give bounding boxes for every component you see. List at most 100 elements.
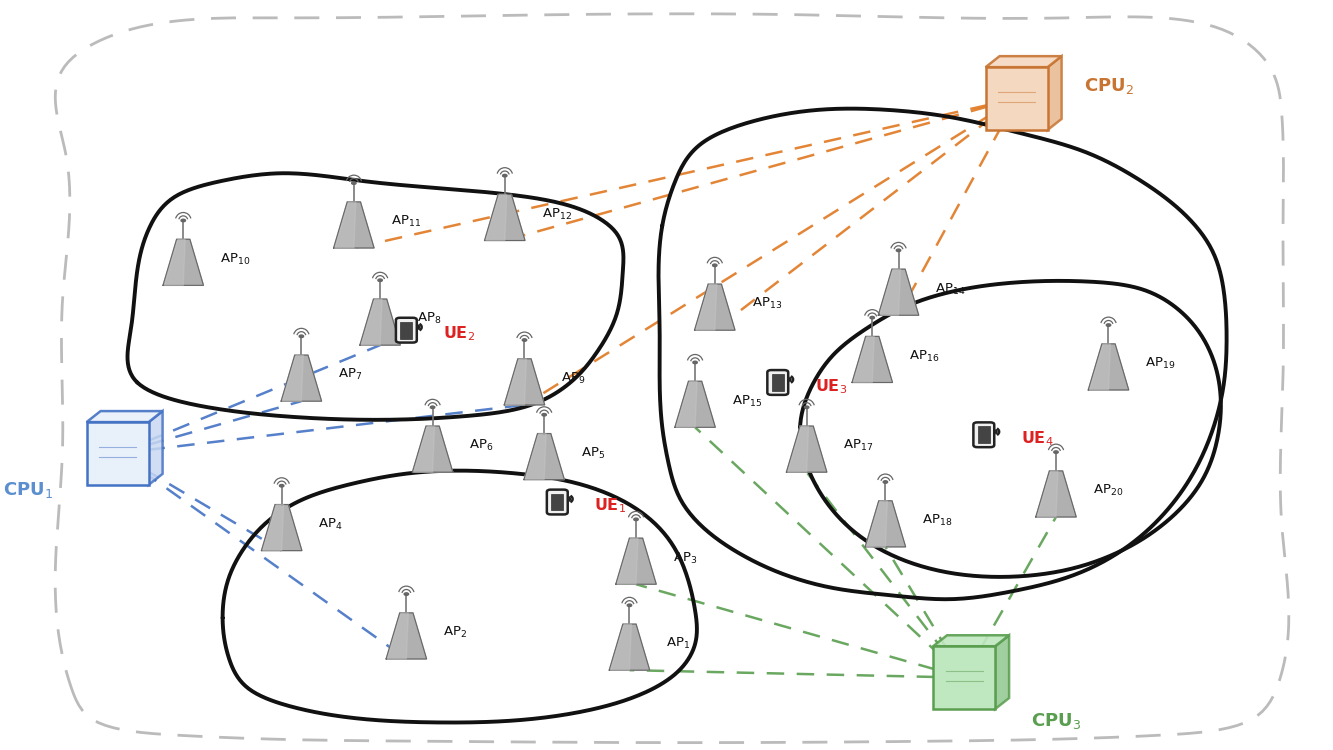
Text: CPU$_2$: CPU$_2$	[1084, 76, 1133, 96]
FancyBboxPatch shape	[396, 318, 417, 343]
Polygon shape	[487, 194, 507, 241]
Text: AP$_{14}$: AP$_{14}$	[936, 281, 965, 296]
Circle shape	[884, 481, 888, 483]
Circle shape	[377, 279, 383, 281]
Text: AP$_{11}$: AP$_{11}$	[391, 214, 421, 230]
Polygon shape	[164, 239, 185, 285]
Text: AP$_{10}$: AP$_{10}$	[220, 251, 251, 267]
Polygon shape	[852, 337, 893, 382]
Polygon shape	[611, 624, 632, 670]
Polygon shape	[388, 613, 408, 659]
Circle shape	[1054, 451, 1058, 453]
Text: AP$_{7}$: AP$_{7}$	[339, 368, 363, 382]
Polygon shape	[694, 284, 734, 330]
Polygon shape	[996, 635, 1009, 709]
Polygon shape	[933, 635, 1009, 646]
Text: CPU$_1$: CPU$_1$	[4, 479, 53, 500]
Polygon shape	[361, 299, 383, 345]
Polygon shape	[387, 613, 427, 659]
FancyBboxPatch shape	[400, 322, 412, 339]
Circle shape	[181, 219, 185, 222]
Text: AP$_{16}$: AP$_{16}$	[909, 349, 940, 364]
Text: AP$_{17}$: AP$_{17}$	[844, 438, 873, 454]
Text: AP$_{4}$: AP$_{4}$	[319, 517, 343, 532]
Text: UE$_{3}$: UE$_{3}$	[814, 376, 846, 395]
Circle shape	[804, 406, 809, 409]
Polygon shape	[880, 269, 901, 315]
Text: UE$_{2}$: UE$_{2}$	[443, 325, 475, 344]
Polygon shape	[1037, 471, 1058, 517]
FancyBboxPatch shape	[552, 494, 563, 511]
Circle shape	[431, 406, 435, 409]
Text: AP$_{12}$: AP$_{12}$	[541, 207, 572, 222]
Polygon shape	[609, 624, 649, 670]
Polygon shape	[696, 284, 717, 330]
Circle shape	[1106, 324, 1110, 326]
Polygon shape	[281, 355, 321, 401]
Polygon shape	[283, 355, 304, 401]
Polygon shape	[333, 202, 375, 248]
Polygon shape	[485, 194, 525, 241]
Circle shape	[896, 249, 901, 251]
Text: AP$_{18}$: AP$_{18}$	[922, 513, 953, 528]
Polygon shape	[1036, 471, 1076, 517]
Polygon shape	[1089, 344, 1110, 390]
Polygon shape	[674, 381, 716, 427]
Polygon shape	[617, 538, 639, 584]
Text: AP$_{15}$: AP$_{15}$	[732, 394, 762, 409]
FancyBboxPatch shape	[768, 370, 788, 395]
Polygon shape	[412, 426, 453, 472]
Text: AP$_{13}$: AP$_{13}$	[752, 296, 781, 311]
Text: AP$_{8}$: AP$_{8}$	[417, 311, 441, 326]
Circle shape	[503, 175, 507, 177]
Polygon shape	[505, 358, 527, 405]
Polygon shape	[1088, 344, 1129, 390]
Text: AP$_{6}$: AP$_{6}$	[469, 438, 493, 454]
Polygon shape	[524, 433, 564, 479]
Polygon shape	[866, 501, 888, 547]
Polygon shape	[788, 426, 809, 472]
Polygon shape	[985, 68, 1048, 130]
FancyBboxPatch shape	[547, 490, 568, 514]
Circle shape	[870, 316, 874, 319]
FancyBboxPatch shape	[978, 426, 989, 443]
Text: UE$_{4}$: UE$_{4}$	[1021, 429, 1053, 448]
Polygon shape	[87, 411, 163, 422]
Circle shape	[693, 362, 697, 364]
Polygon shape	[865, 501, 905, 547]
Polygon shape	[853, 337, 874, 382]
Text: AP$_{20}$: AP$_{20}$	[1093, 483, 1124, 498]
Circle shape	[299, 335, 304, 338]
Circle shape	[628, 604, 632, 607]
Text: AP$_{1}$: AP$_{1}$	[666, 636, 690, 652]
Circle shape	[523, 339, 527, 341]
Polygon shape	[1048, 56, 1061, 130]
FancyBboxPatch shape	[772, 374, 784, 391]
Polygon shape	[676, 381, 697, 427]
FancyBboxPatch shape	[973, 422, 994, 447]
Polygon shape	[878, 269, 918, 315]
Polygon shape	[933, 646, 996, 709]
Polygon shape	[360, 299, 400, 345]
Polygon shape	[525, 433, 547, 479]
Polygon shape	[504, 358, 545, 405]
Text: AP$_{5}$: AP$_{5}$	[581, 446, 605, 461]
Polygon shape	[149, 411, 163, 485]
Circle shape	[280, 484, 284, 487]
Polygon shape	[263, 505, 284, 550]
Text: AP$_{9}$: AP$_{9}$	[561, 371, 585, 386]
Text: CPU$_3$: CPU$_3$	[1030, 711, 1081, 731]
Polygon shape	[413, 426, 435, 472]
Text: AP$_{2}$: AP$_{2}$	[443, 626, 467, 640]
Circle shape	[404, 592, 408, 596]
Polygon shape	[87, 422, 149, 484]
Polygon shape	[616, 538, 656, 584]
Polygon shape	[335, 202, 356, 248]
Circle shape	[713, 264, 717, 266]
Text: AP$_{19}$: AP$_{19}$	[1145, 356, 1176, 371]
Polygon shape	[261, 505, 301, 550]
Text: AP$_{3}$: AP$_{3}$	[673, 550, 697, 566]
Text: UE$_{1}$: UE$_{1}$	[595, 496, 627, 515]
Circle shape	[543, 413, 547, 416]
Polygon shape	[163, 239, 204, 285]
